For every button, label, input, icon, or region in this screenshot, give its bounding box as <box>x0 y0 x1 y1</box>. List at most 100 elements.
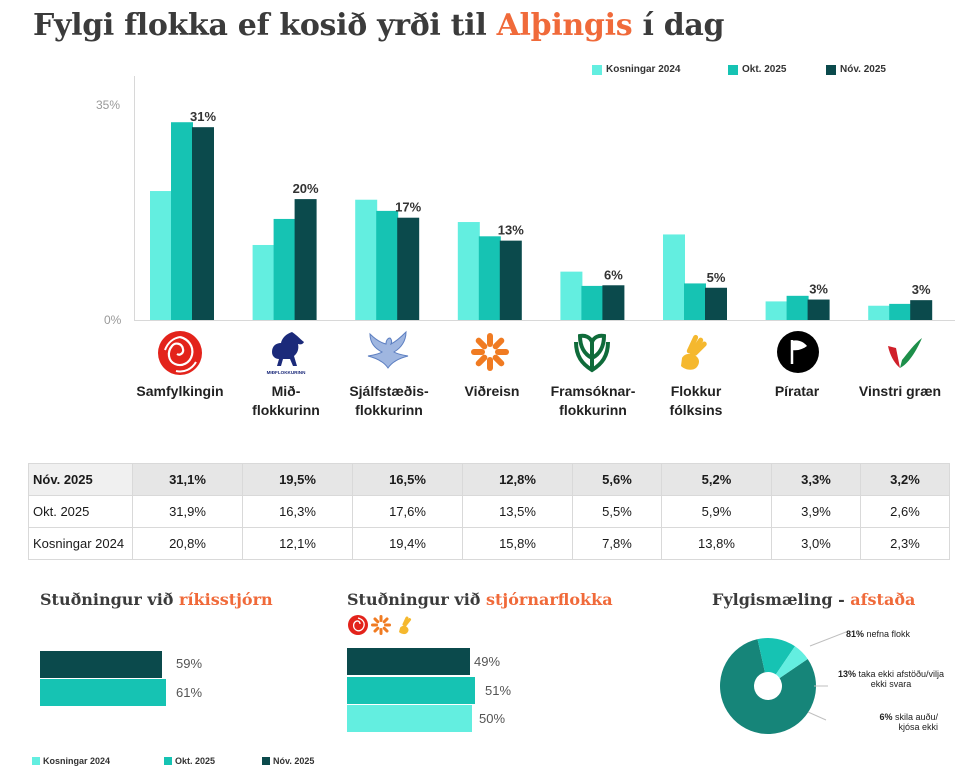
legend-item-kosningar: Kosningar 2024 <box>592 64 728 75</box>
legend-label: Nóv. 2025 <box>273 756 315 766</box>
coalition-bar-kosningar <box>347 705 472 732</box>
clover-icon <box>568 328 616 376</box>
legend-swatch <box>592 64 602 75</box>
gov-support-title: Stuðningur við ríkisstjórn <box>40 590 273 609</box>
leader-line <box>809 631 847 647</box>
legend-item-kosningar: Kosningar 2024 <box>32 756 110 766</box>
pie-label-1: 81% nefna flokk <box>846 629 910 639</box>
legend-swatch <box>826 64 836 75</box>
bar <box>602 285 625 320</box>
pie-label-pct: 6% <box>879 712 893 722</box>
table-cell: 3,9% <box>770 495 861 528</box>
pie-label-text: taka ekki afstöðu/vilja <box>855 669 945 679</box>
data-label: 13% <box>498 223 524 238</box>
pie-slice <box>775 646 808 679</box>
rose-icon <box>156 328 204 376</box>
legend-item-nov: Nóv. 2025 <box>262 756 314 766</box>
pie-label-pct: 13% <box>837 669 856 679</box>
section-title-accent: stjórnarflokka <box>486 590 613 609</box>
gov-support-bar-okt <box>40 679 166 706</box>
y-axis-line <box>134 76 135 321</box>
table-cell: 7,8% <box>572 527 662 560</box>
party-label-line: Sjálfstæðis- <box>349 383 429 399</box>
table-cell: 5,9% <box>660 495 772 528</box>
bar <box>560 271 583 320</box>
party-label-line: Vinstri græn <box>858 383 942 399</box>
falcon-icon <box>364 328 412 376</box>
leader-line <box>807 711 827 721</box>
legend-item-okt: Okt. 2025 <box>728 64 826 75</box>
table-cell: 3,2% <box>859 463 951 496</box>
sunburst-icon <box>466 328 514 376</box>
party-label-line: fólksins <box>669 402 723 418</box>
party-label: Vinstri græn <box>845 382 955 401</box>
pie-slice <box>757 638 795 675</box>
bar <box>376 210 399 320</box>
bar <box>252 244 275 320</box>
legend-swatch <box>164 757 172 765</box>
party-label-line: flokkurinn <box>559 402 627 418</box>
bar <box>192 127 214 321</box>
table-cell: 5,6% <box>572 463 662 496</box>
coalition-bar-nov <box>347 648 470 675</box>
table-cell: 3,0% <box>770 527 861 560</box>
section-title-accent: ríkisstjórn <box>179 590 273 609</box>
legend-label: Okt. 2025 <box>175 756 216 766</box>
table-row: Okt. 2025 31,9% 16,3% 17,6% 13,5% 5,5% 5… <box>28 495 951 528</box>
y-tick-zero: 0% <box>104 313 122 327</box>
bar <box>807 299 830 320</box>
title-accent: Alþingis <box>496 8 633 43</box>
pirate-flag-icon <box>776 330 824 378</box>
table-cell: 5,2% <box>660 463 772 496</box>
data-label: 17% <box>395 200 421 215</box>
data-label: 20% <box>293 181 319 196</box>
coalition-value: 49% <box>474 654 501 669</box>
legend-swatch <box>262 757 270 765</box>
bar <box>499 240 522 320</box>
table-cell: 20,8% <box>132 527 243 560</box>
chart-legend: Kosningar 2024 Okt. 2025 Nóv. 2025 <box>592 64 886 75</box>
party-label-line: Flokkur <box>670 383 722 399</box>
legend-item-nov: Nóv. 2025 <box>826 64 886 75</box>
bar <box>786 295 809 320</box>
legend-label: Kosningar 2024 <box>43 756 111 766</box>
table-cell: 19,4% <box>352 527 463 560</box>
page-title: Fylgi flokka ef kosið yrði til Alþingis … <box>33 8 725 43</box>
hand-icon <box>670 328 718 376</box>
bar <box>868 305 891 320</box>
legend-swatch <box>728 64 738 75</box>
data-label: 31% <box>190 109 216 124</box>
title-text: Fylgi flokka ef kosið yrði til <box>33 8 497 43</box>
legend-item-okt: Okt. 2025 <box>164 756 215 766</box>
pie-label-text: skila auðu/ <box>892 712 938 722</box>
pie-label-3: 6% skila auðu/kjósa ekki <box>848 712 938 732</box>
legend-label: Nóv. 2025 <box>840 64 886 75</box>
bar <box>150 191 172 320</box>
pie-label-2: 13% taka ekki afstöðu/vilja ekki svara <box>827 669 955 689</box>
section-title-text: Stuðningur við <box>40 590 180 609</box>
rose-icon <box>348 615 368 635</box>
bar <box>397 217 420 320</box>
legend-label: Okt. 2025 <box>742 64 787 75</box>
party-label-line: flokkurinn <box>252 402 320 418</box>
party-bar-chart: 31% 20% 17% 13% 6% 5% 3% 3% <box>135 109 955 321</box>
party-label-line: Viðreisn <box>464 383 520 399</box>
coalition-value: 51% <box>485 683 512 698</box>
data-label: 3% <box>912 282 931 297</box>
section-title-accent: afstaða <box>850 590 916 609</box>
bar <box>910 300 933 320</box>
pie-label-text: kjósa ekki <box>898 722 938 732</box>
gov-support-bar-nov <box>40 651 162 678</box>
table-row: Nóv. 2025 31,1% 19,5% 16,5% 12,8% 5,6% 5… <box>28 463 951 496</box>
bar <box>478 236 501 320</box>
results-table: Nóv. 2025 31,1% 19,5% 16,5% 12,8% 5,6% 5… <box>28 463 951 560</box>
party-label: Sjálfstæðis-flokkurinn <box>334 382 444 420</box>
party-label-line: flokkurinn <box>355 402 423 418</box>
legend-label: Kosningar 2024 <box>606 64 681 75</box>
bar <box>273 218 296 320</box>
table-cell: 15,8% <box>462 527 573 560</box>
table-cell: 2,3% <box>859 527 951 560</box>
row-label: Okt. 2025 <box>28 495 133 528</box>
bar <box>581 285 604 320</box>
hand-icon <box>399 616 412 635</box>
